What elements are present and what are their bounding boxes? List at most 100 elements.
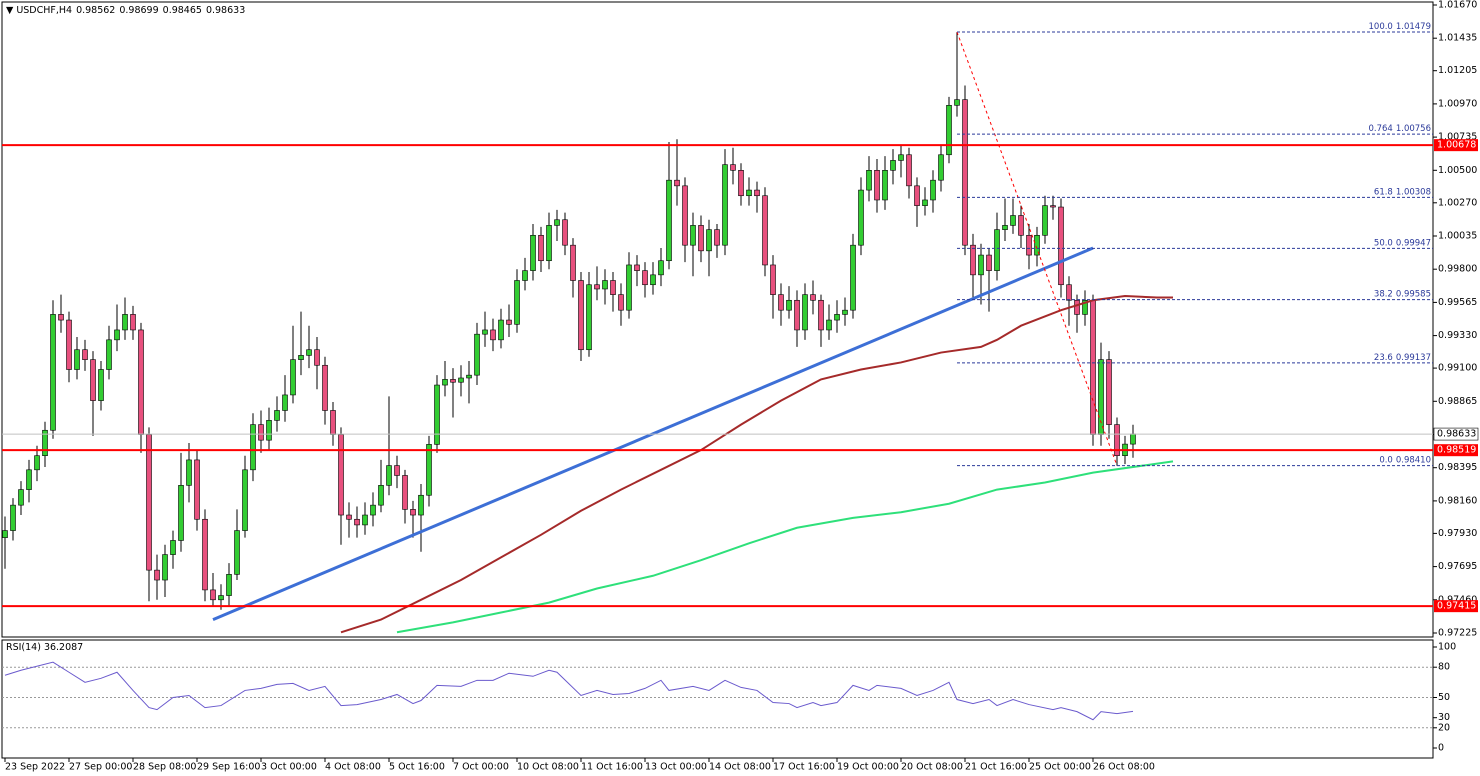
- fib-price: 1.00756: [1396, 124, 1431, 134]
- symbol: USDCHF,H4: [16, 5, 72, 16]
- candle-body: [682, 185, 688, 246]
- candle-body: [562, 219, 568, 246]
- candle-body: [458, 377, 464, 383]
- x-tick-label: 28 Sep 08:00: [133, 762, 196, 773]
- candle-body: [618, 294, 624, 311]
- y-tick-label: 1.01205: [1438, 65, 1477, 76]
- y-tick-label: 0.99330: [1438, 330, 1477, 341]
- candle-body: [34, 455, 40, 471]
- candle-body: [506, 319, 512, 325]
- candle-body: [602, 280, 608, 290]
- fib-ratio: 23.6: [1374, 352, 1393, 362]
- candle-body: [914, 185, 920, 206]
- candle-body: [634, 264, 640, 271]
- level-price-label: 0.98519: [1437, 445, 1476, 456]
- candle-body: [1058, 206, 1064, 286]
- fib-price: 0.99137: [1396, 352, 1431, 362]
- candle-body: [386, 465, 392, 486]
- candle-body: [130, 314, 136, 331]
- fib-label: 61.8 1.00308: [1374, 187, 1431, 197]
- candle-body: [178, 485, 184, 541]
- candle-body: [218, 595, 224, 601]
- candle-body: [1106, 359, 1112, 425]
- x-tick-label: 3 Oct 00:00: [261, 762, 317, 773]
- x-tick-label: 11 Oct 16:00: [581, 762, 643, 773]
- fib-diagonal: [956, 31, 1118, 466]
- fib-label: 23.6 0.99137: [1374, 352, 1431, 362]
- candle-body: [946, 105, 952, 156]
- candle-body: [690, 225, 696, 246]
- candle-body: [290, 359, 296, 396]
- fib-ratio: 0.764: [1369, 124, 1393, 134]
- y-tick-label: 0.98160: [1438, 495, 1477, 506]
- candle-body: [978, 254, 984, 276]
- candle-body: [610, 280, 616, 295]
- candle-body: [370, 504, 376, 516]
- candle-body: [994, 229, 1000, 271]
- candle-body: [298, 355, 304, 360]
- candle-body: [466, 374, 472, 379]
- x-tick-label: 10 Oct 08:00: [517, 762, 579, 773]
- candle-body: [962, 99, 968, 246]
- rsi-y-tick-label: 80: [1438, 662, 1450, 673]
- fib-price: 0.99947: [1396, 238, 1431, 248]
- candle-body: [786, 299, 792, 311]
- candle-body: [818, 299, 824, 331]
- candle-body: [250, 424, 256, 471]
- candle-body: [202, 518, 208, 591]
- candle-body: [538, 234, 544, 262]
- candle-body: [858, 189, 864, 246]
- candle-body: [890, 160, 896, 171]
- candle-body: [802, 294, 808, 331]
- x-tick-label: 23 Sep 2022: [5, 762, 65, 773]
- candle-body: [666, 179, 672, 262]
- candle-body: [170, 540, 176, 555]
- candle-body: [2, 530, 8, 538]
- candle-body: [546, 225, 552, 262]
- candle-body: [714, 229, 720, 246]
- candle-body: [778, 294, 784, 311]
- candle-body: [642, 270, 648, 286]
- candle-body: [234, 530, 240, 575]
- candle-body: [138, 329, 144, 435]
- candle-body: [474, 333, 480, 376]
- candle-body: [514, 280, 520, 325]
- fib-label: 0.764 1.00756: [1369, 124, 1432, 134]
- header: ▼ USDCHF,H4 0.98562 0.98699 0.98465 0.98633: [6, 5, 245, 16]
- candle-body: [970, 244, 976, 276]
- candle-body: [362, 514, 368, 526]
- candle-body: [570, 244, 576, 281]
- candle-body: [922, 199, 928, 206]
- candle-body: [498, 319, 504, 341]
- candle-body: [434, 384, 440, 445]
- candle-body: [490, 329, 496, 341]
- candle-body: [810, 294, 816, 301]
- candle-body: [162, 554, 168, 581]
- rsi-name: RSI(14): [6, 642, 41, 653]
- candle-body: [530, 234, 536, 271]
- candle-body: [730, 164, 736, 171]
- y-tick-label: 1.01670: [1438, 0, 1477, 11]
- x-tick-label: 14 Oct 08:00: [709, 762, 771, 773]
- fib-label: 100.0 1.01479: [1369, 21, 1432, 31]
- candle-body: [938, 154, 944, 181]
- level-price-label: 1.00678: [1437, 140, 1476, 151]
- candle-body: [826, 319, 832, 331]
- candle-body: [1018, 215, 1024, 236]
- moving-average: [340, 295, 1173, 634]
- y-tick-label: 0.97695: [1438, 561, 1477, 572]
- y-tick-label: 0.98865: [1438, 396, 1477, 407]
- x-tick-label: 17 Oct 16:00: [773, 762, 835, 773]
- candle-body: [42, 429, 48, 456]
- candle-body: [722, 164, 728, 246]
- candle-body: [98, 369, 104, 401]
- candle-body: [306, 349, 312, 356]
- x-tick-label: 26 Oct 08:00: [1093, 762, 1155, 773]
- rsi-value: 36.2087: [44, 642, 83, 653]
- close: 0.98633: [206, 5, 245, 16]
- rsi-y-tick-label: 20: [1438, 722, 1450, 733]
- menu-arrow[interactable]: ▼: [6, 5, 14, 16]
- y-tick-label: 1.00035: [1438, 230, 1477, 241]
- level-price-label: 0.97415: [1437, 601, 1476, 612]
- y-tick-label: 0.98395: [1438, 462, 1477, 473]
